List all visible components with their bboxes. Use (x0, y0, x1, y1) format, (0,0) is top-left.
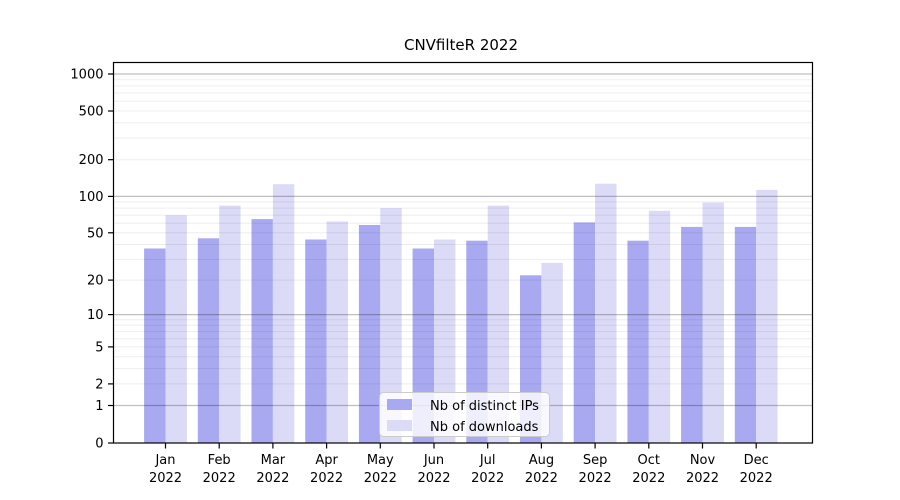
y-tick-label: 500 (79, 105, 104, 120)
bar-downloads (756, 189, 778, 443)
bar-downloads (165, 215, 187, 443)
bar-distinct-ips (144, 248, 166, 443)
y-tick-label: 0 (95, 437, 103, 452)
y-tick-label: 5 (95, 340, 103, 355)
bar-distinct-ips (197, 238, 220, 443)
legend: Nb of distinct IPs Nb of downloads (379, 392, 550, 437)
bar-downloads (219, 205, 241, 443)
x-tick-label: Aug 2022 (525, 453, 558, 486)
bar-distinct-ips (681, 226, 703, 443)
legend-box (379, 392, 550, 437)
bar-downloads (272, 184, 295, 443)
x-tick-label: Apr 2022 (310, 453, 343, 486)
bar-distinct-ips (573, 222, 596, 443)
y-tick-label: 1 (95, 399, 103, 414)
x-tick-label: Jul 2022 (471, 453, 504, 486)
x-tick-label: Oct 2022 (632, 453, 665, 486)
bar-distinct-ips (734, 226, 757, 443)
bar-distinct-ips (358, 225, 381, 443)
chart-title: CNVfilteR 2022 (404, 36, 518, 54)
x-axis: Jan 2022 Feb 2022 Mar 2022 Apr 2022 May 2022 Jun 20… (149, 443, 773, 486)
y-axis: 0 1 2 5 10 20 50 100 200 500 1000 (70, 68, 114, 452)
bar-downloads (702, 202, 724, 443)
y-tick-label: 1000 (70, 68, 103, 83)
x-tick-label: Sep 2022 (579, 453, 612, 486)
x-tick-label: Dec 2022 (740, 453, 773, 486)
y-tick-label: 100 (79, 190, 104, 205)
legend-swatch-distinct-ips (387, 399, 412, 410)
bar-downloads (380, 208, 402, 443)
x-tick-label: Nov 2022 (686, 453, 719, 486)
bar-downloads (595, 183, 617, 443)
x-tick-label: Jun 2022 (417, 453, 450, 486)
bar-distinct-ips (305, 239, 327, 443)
y-tick-label: 2 (95, 377, 103, 392)
y-tick-label: 50 (87, 226, 104, 241)
y-tick-label: 10 (87, 308, 104, 323)
y-tick-label: 200 (79, 153, 104, 168)
x-tick-label: May 2022 (364, 453, 397, 486)
x-tick-label: Mar 2022 (256, 453, 289, 486)
bar-downloads (326, 221, 348, 443)
legend-swatch-downloads (387, 420, 412, 431)
bar-downloads (648, 210, 671, 443)
bar-downloads (487, 205, 510, 443)
legend-label-downloads: Nb of downloads (430, 420, 539, 435)
y-tick-label: 20 (87, 274, 104, 289)
x-tick-label: Jan 2022 (149, 453, 182, 486)
grid-layer (113, 73, 813, 407)
x-tick-label: Feb 2022 (203, 453, 236, 486)
legend-label-distinct-ips: Nb of distinct IPs (430, 399, 539, 414)
bar-distinct-ips (251, 219, 273, 443)
plot-border (112, 61, 814, 444)
bar-distinct-ips (627, 240, 649, 443)
